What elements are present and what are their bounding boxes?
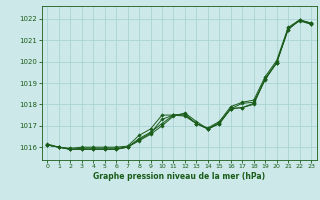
X-axis label: Graphe pression niveau de la mer (hPa): Graphe pression niveau de la mer (hPa) — [93, 172, 265, 181]
